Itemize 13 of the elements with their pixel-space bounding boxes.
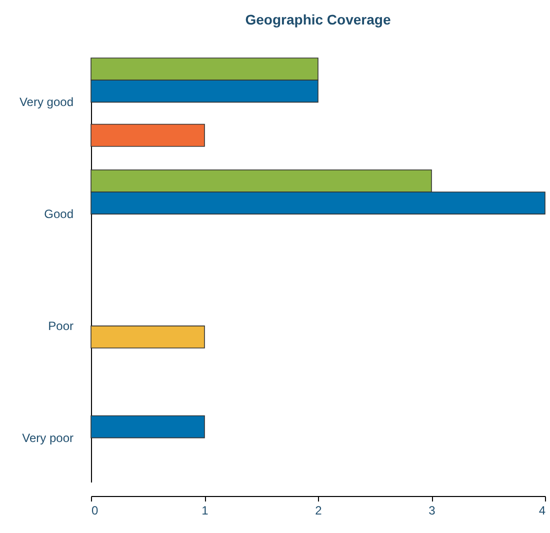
x-tick-label: 3	[428, 504, 436, 518]
x-tick-label: 4	[538, 504, 546, 518]
chart-title: Geographic Coverage	[245, 12, 391, 28]
x-tick-label: 0	[92, 504, 98, 518]
y-tick-label: Poor	[48, 318, 74, 333]
y-tick-label: Very poor	[22, 430, 74, 445]
y-tick-label: Good	[44, 207, 74, 222]
bar	[90, 326, 205, 348]
bar	[90, 124, 205, 147]
x-tick-label: 1	[202, 504, 209, 518]
y-tick-label: Very good	[19, 95, 74, 110]
bar	[90, 415, 205, 438]
x-tick-label: 2	[315, 504, 322, 518]
